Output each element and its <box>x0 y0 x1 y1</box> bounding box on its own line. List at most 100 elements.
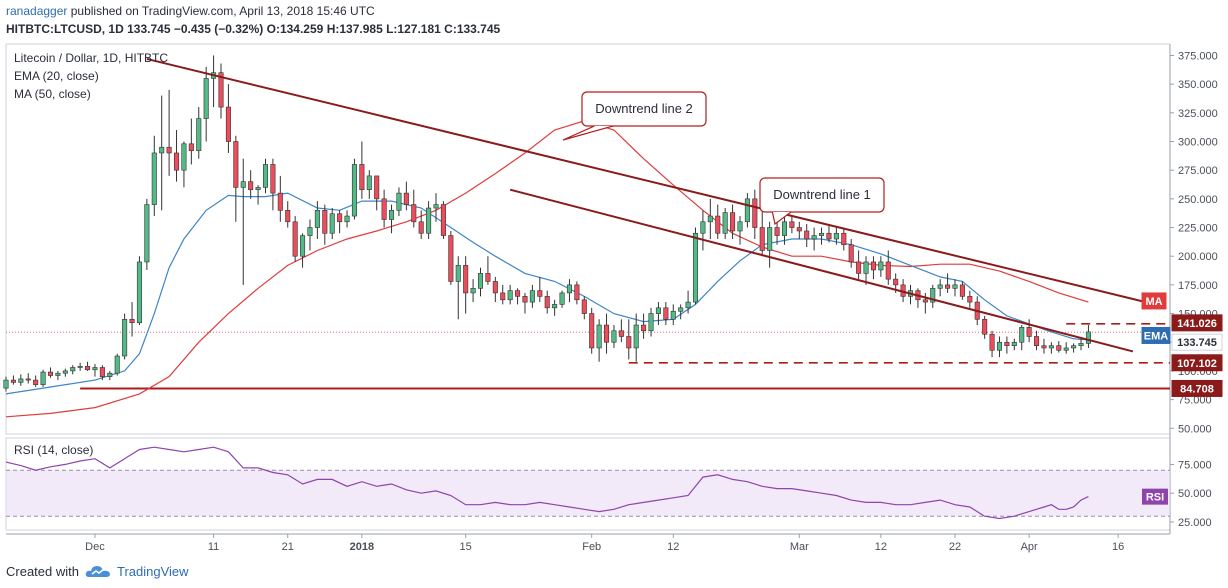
candle <box>40 371 46 385</box>
candle <box>604 324 610 343</box>
support-lower-badge-text: 107.102 <box>1177 358 1217 370</box>
candle <box>730 212 736 232</box>
candle <box>114 355 120 374</box>
candle <box>255 187 261 190</box>
candle <box>967 296 973 303</box>
legend-ma: MA (50, close) <box>14 87 91 101</box>
price-chart[interactable]: 50.00075.000100.000125.000150.000175.000… <box>0 40 1228 560</box>
candle <box>1004 341 1010 346</box>
candle <box>448 235 454 282</box>
price-tick-label: 175.000 <box>1178 280 1218 292</box>
candle <box>381 198 387 220</box>
ma-badge <box>1141 292 1167 310</box>
candle <box>92 367 98 371</box>
candle <box>1026 327 1032 337</box>
candle <box>1011 341 1017 346</box>
candle <box>329 213 335 234</box>
author-link[interactable]: ranadagger <box>6 4 68 18</box>
price-tick-label: 350.000 <box>1178 79 1218 91</box>
candle <box>203 78 209 119</box>
candle <box>314 210 320 228</box>
downtrend-1-callout-box <box>759 177 885 213</box>
candle <box>463 265 469 294</box>
candle <box>292 221 298 257</box>
candle <box>1085 331 1091 344</box>
downtrend-1-callout-label: Downtrend line 1 <box>773 187 871 202</box>
candle <box>759 227 765 251</box>
candle <box>670 310 676 320</box>
rsi-tick-label: 25.000 <box>1178 517 1212 529</box>
candle <box>537 290 543 297</box>
candle <box>55 372 61 376</box>
candle <box>1078 343 1084 346</box>
candle <box>552 304 558 309</box>
candle <box>870 261 876 271</box>
price-tick-label: 200.000 <box>1178 251 1218 263</box>
price-tick-label: 275.000 <box>1178 165 1218 177</box>
candle <box>589 313 595 349</box>
candle <box>151 152 157 205</box>
candle <box>159 146 165 154</box>
candle <box>833 232 839 240</box>
candle <box>737 221 743 232</box>
candle <box>1041 345 1047 349</box>
candle <box>841 232 847 246</box>
candle <box>470 288 476 294</box>
ma-badge-text: MA <box>1145 296 1162 308</box>
candle <box>811 235 817 240</box>
publish-text: published on TradingView.com, April 13, … <box>70 4 375 18</box>
rsi-tick-label: 50.000 <box>1178 488 1212 500</box>
candle <box>136 261 142 324</box>
candle <box>685 301 691 309</box>
candle <box>18 378 24 383</box>
candle <box>893 278 899 286</box>
candle <box>344 215 350 223</box>
candle <box>1034 336 1040 346</box>
candle <box>863 261 869 274</box>
candle <box>3 379 9 389</box>
price-tick-label: 325.000 <box>1178 108 1218 120</box>
candle <box>566 284 572 294</box>
close-label: C: <box>444 22 457 36</box>
candle <box>485 273 491 282</box>
candle <box>240 181 246 188</box>
candle <box>937 284 943 289</box>
price-tick-label: 250.000 <box>1178 194 1218 206</box>
candle <box>982 318 988 335</box>
time-tick-label: Apr <box>1021 541 1038 553</box>
candle <box>989 333 995 351</box>
candle <box>952 284 958 289</box>
candle <box>10 379 16 383</box>
price-tick-label: 75.000 <box>1178 395 1212 407</box>
ohlc-bar: HITBTC:LTCUSD, 1D 133.745 −0.435 (−0.32%… <box>6 22 500 36</box>
candle <box>248 181 254 190</box>
candle <box>878 261 884 271</box>
created-with: Created with <box>6 563 79 579</box>
footer: Created with TradingView <box>6 563 189 579</box>
candle <box>922 299 928 303</box>
candle <box>767 227 773 251</box>
candle <box>500 292 506 301</box>
candle <box>692 232 699 303</box>
candle <box>559 292 565 305</box>
rsi-tick-label: 75.000 <box>1178 459 1212 471</box>
candle <box>77 366 83 368</box>
candle <box>618 330 624 337</box>
candle <box>715 215 721 234</box>
support-lower-badge <box>1171 354 1223 372</box>
candle <box>522 296 528 303</box>
tradingview-link[interactable]: TradingView <box>116 563 189 579</box>
candle <box>337 213 343 223</box>
candle <box>774 227 780 236</box>
time-tick-label: 12 <box>667 541 679 553</box>
candle <box>804 230 810 240</box>
candle <box>411 204 417 223</box>
candle <box>700 221 706 234</box>
candle <box>129 318 135 324</box>
high-label: H: <box>326 22 340 36</box>
candle <box>611 330 617 343</box>
ema-badge <box>1141 326 1171 344</box>
time-tick-label: 11 <box>208 541 219 553</box>
open-label: O: <box>266 22 280 36</box>
candle <box>744 198 750 223</box>
